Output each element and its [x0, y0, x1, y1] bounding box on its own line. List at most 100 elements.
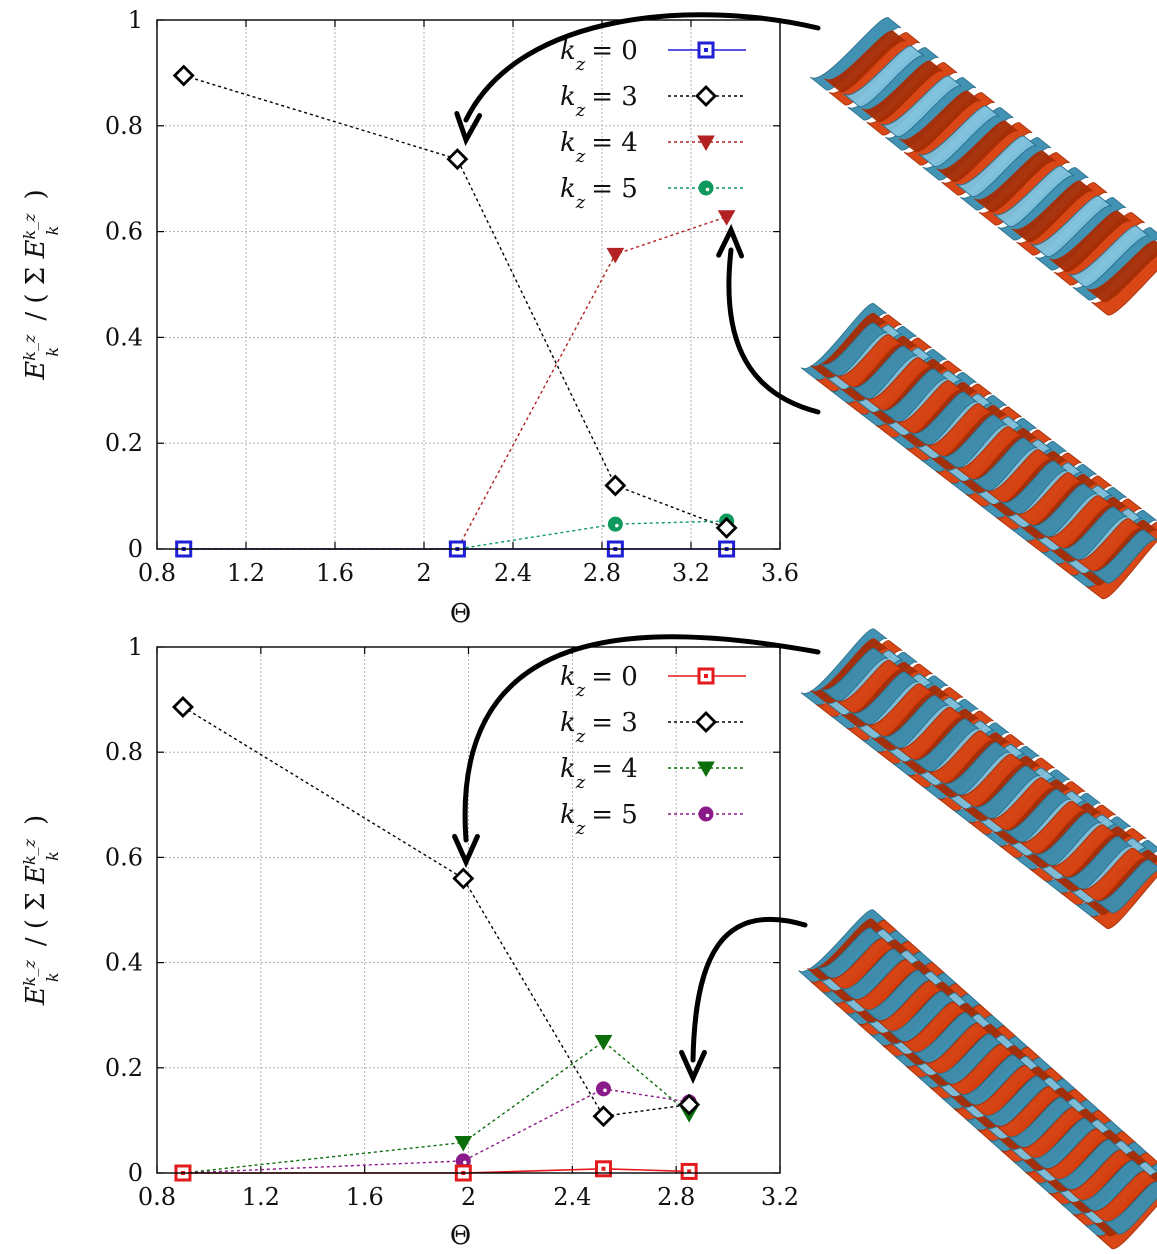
- helix-ribbon: [1011, 180, 1094, 243]
- x-tick-label: 3.2: [761, 1183, 799, 1211]
- data-point-kz-3: [446, 148, 469, 171]
- x-tick-label: 2.4: [494, 559, 532, 587]
- helix-ribbon: [1079, 848, 1148, 902]
- helix-ribbon: [835, 334, 903, 388]
- helix-ribbon: [987, 777, 1056, 831]
- data-point-kz-3: [172, 64, 195, 87]
- series-line-kz-4: [183, 216, 727, 550]
- helix-image-bottom-2: [798, 909, 1157, 1249]
- y-tick-label: 0: [128, 535, 143, 563]
- helix-ribbon: [955, 426, 1023, 480]
- helix-image-top-2: [800, 303, 1157, 599]
- helix-ribbon: [955, 135, 1038, 198]
- helix-ribbon: [910, 391, 978, 446]
- data-point-kz-5-highlight: [463, 1160, 467, 1165]
- series-line-kz-5: [182, 1088, 690, 1174]
- x-tick-label: 2.8: [657, 1183, 695, 1211]
- data-point-kz-3: [715, 516, 738, 539]
- y-tick-label: 1: [128, 6, 143, 34]
- data-point-kz-3: [604, 474, 627, 497]
- helix-ribbon: [842, 45, 925, 108]
- legend-marker: [698, 180, 714, 196]
- y-tick-label: 0.8: [105, 112, 143, 140]
- y-axis-label: Ek_z k / ( Σ Ek_z k ): [20, 815, 63, 1006]
- data-point-kz-4: [606, 247, 625, 264]
- x-tick-label: 2: [461, 1183, 476, 1211]
- helix-image-top-1: [810, 17, 1157, 316]
- x-axis-label: Θ: [450, 1221, 471, 1251]
- helix-ribbon: [942, 742, 1011, 796]
- arrow-to-top-kz4: [726, 247, 821, 415]
- legend-marker: [697, 135, 715, 152]
- helix-ribbon: [1064, 836, 1133, 890]
- helix-ribbon: [1094, 859, 1157, 914]
- helix-ribbon: [899, 90, 981, 153]
- legend-marker: [695, 85, 717, 107]
- helix-ribbon: [865, 357, 933, 411]
- helix-ribbon: [972, 765, 1041, 820]
- data-point-kz-3: [452, 867, 475, 890]
- helix-ribbon: [1086, 240, 1157, 303]
- x-axis-label: Θ: [450, 599, 471, 629]
- helix-ribbon: [880, 368, 948, 423]
- x-tick-label: 1.6: [316, 559, 354, 587]
- x-tick-label: 2: [416, 559, 431, 587]
- y-tick-label: 0.2: [105, 1054, 143, 1082]
- plot-frame: [156, 19, 781, 550]
- legend-marker: [697, 761, 715, 778]
- legend-marker: [695, 711, 717, 733]
- helix-ribbon: [1018, 801, 1087, 855]
- legend-label: kz = 3: [560, 82, 638, 121]
- helix-ribbon: [1033, 812, 1102, 867]
- helix-ribbon: [917, 105, 1000, 168]
- arrow-to-top-kz4-head: [716, 223, 745, 259]
- helix-ribbon: [1075, 518, 1143, 572]
- legend-label: kz = 3: [560, 708, 638, 747]
- data-point-kz-4: [594, 1035, 613, 1051]
- data-point-kz-5-highlight: [603, 1088, 607, 1093]
- helix-ribbon: [1030, 483, 1098, 538]
- x-tick-label: 2.8: [583, 559, 621, 587]
- helix-ribbon: [1049, 210, 1131, 273]
- helix-ribbon: [1067, 225, 1150, 288]
- plot-frame: [156, 646, 781, 1174]
- helix-image-bottom-1: [800, 628, 1157, 929]
- helix-ribbon: [820, 322, 888, 377]
- legend-label: kz = 4: [560, 128, 638, 167]
- helix-ribbon: [985, 449, 1053, 503]
- data-point-kz-5-highlight: [615, 523, 619, 528]
- helix-ribbon: [1090, 529, 1157, 584]
- helix-ribbon: [895, 380, 963, 434]
- helix-ribbon: [1030, 195, 1113, 258]
- data-point-kz-3: [592, 1105, 615, 1128]
- helix-ribbon: [861, 60, 944, 123]
- arrow-to-bottom-kz3: [462, 634, 821, 843]
- helix-ribbon: [1000, 460, 1068, 515]
- helix-ribbon: [1048, 824, 1117, 878]
- helix-ribbon: [925, 403, 993, 457]
- legend-label: kz = 4: [560, 754, 638, 793]
- data-point-kz-0-center: [687, 1169, 692, 1174]
- y-axis-label-text: Ek_z k / ( Σ Ek_z k ): [20, 189, 63, 380]
- helix-ribbon: [957, 754, 1026, 808]
- helix-ribbon: [974, 150, 1056, 213]
- series-line-kz-3: [182, 706, 690, 1117]
- x-tick-label: 1.2: [242, 1183, 280, 1211]
- data-point-kz-3: [678, 1093, 701, 1116]
- data-point-kz-0-center: [601, 1166, 606, 1171]
- y-tick-label: 0.8: [105, 738, 143, 766]
- x-tick-label: 0.8: [138, 559, 176, 587]
- data-point-kz-5: [607, 516, 623, 532]
- chart-panel-top: 0.8 1.2 1.6 2 2.4 2.8 3.2 3.6 0 0.2 0.4 0.6 0.8 1 kz = …: [20, 6, 800, 629]
- x-tick-label: 3.2: [672, 559, 710, 587]
- y-axis-label: Ek_z k / ( Σ Ek_z k ): [20, 189, 63, 380]
- helix-ribbon: [970, 437, 1038, 492]
- helix-ribbon: [1045, 495, 1113, 549]
- legend: kz = 0 kz = 3 kz = 4 kz = 5: [560, 36, 746, 213]
- arrow-to-bottom-kz5: [690, 917, 808, 1063]
- y-tick-label: 0.6: [105, 843, 143, 871]
- y-tick-label: 0.4: [105, 323, 143, 351]
- y-tick-label: 0.6: [105, 218, 143, 246]
- y-axis-label-text: Ek_z k / ( Σ Ek_z k ): [20, 815, 63, 1006]
